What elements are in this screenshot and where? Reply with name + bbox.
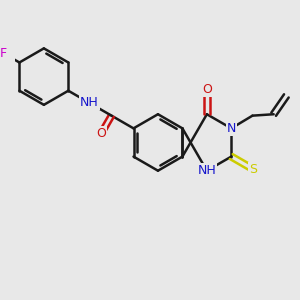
- Text: S: S: [249, 163, 257, 176]
- Text: NH: NH: [197, 164, 216, 177]
- Text: O: O: [202, 83, 212, 96]
- Text: N: N: [226, 122, 236, 135]
- Text: O: O: [96, 128, 106, 140]
- Text: NH: NH: [80, 96, 99, 110]
- Text: F: F: [0, 47, 7, 60]
